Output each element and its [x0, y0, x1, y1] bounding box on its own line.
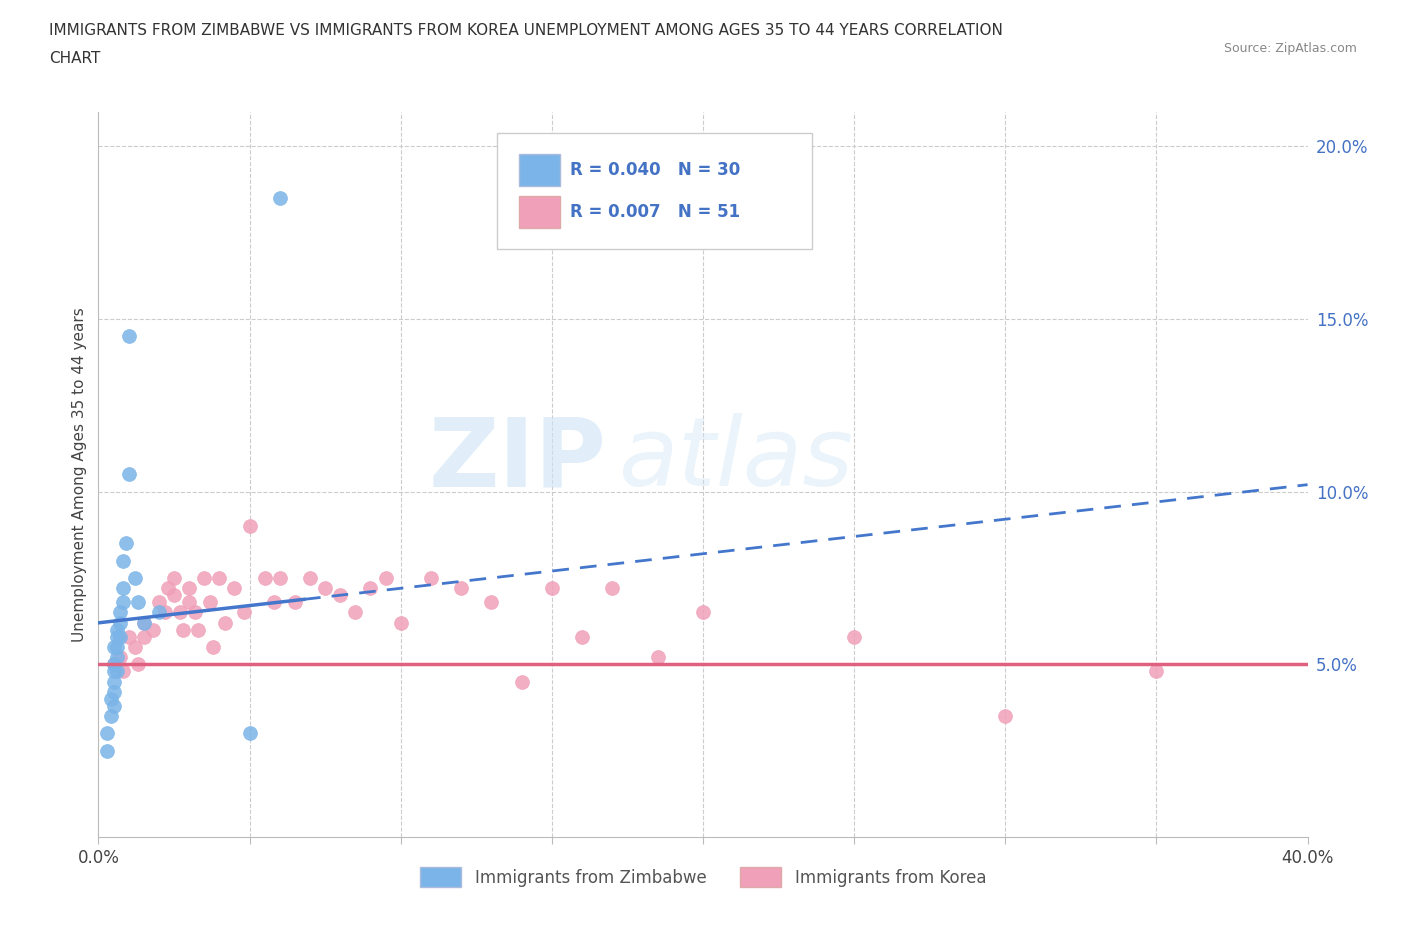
- Text: R = 0.040   N = 30: R = 0.040 N = 30: [569, 161, 740, 179]
- Point: [481, 594, 503, 609]
- Point: [114, 536, 136, 551]
- Point: [103, 664, 125, 679]
- Point: [111, 664, 134, 679]
- Point: [132, 630, 155, 644]
- Point: [105, 640, 128, 655]
- Point: [103, 657, 125, 671]
- Point: [329, 588, 352, 603]
- Text: ZIP: ZIP: [429, 413, 606, 506]
- Point: [253, 570, 276, 585]
- Point: [103, 640, 125, 655]
- Point: [96, 743, 118, 758]
- Text: IMMIGRANTS FROM ZIMBABWE VS IMMIGRANTS FROM KOREA UNEMPLOYMENT AMONG AGES 35 TO : IMMIGRANTS FROM ZIMBABWE VS IMMIGRANTS F…: [49, 23, 1002, 38]
- Point: [284, 594, 307, 609]
- Point: [103, 657, 125, 671]
- Point: [420, 570, 443, 585]
- Text: R = 0.007   N = 51: R = 0.007 N = 51: [569, 203, 740, 220]
- Point: [105, 664, 128, 679]
- Point: [105, 622, 128, 637]
- Point: [108, 616, 131, 631]
- Point: [111, 581, 134, 596]
- Point: [571, 630, 593, 644]
- Point: [103, 684, 125, 699]
- Point: [208, 570, 231, 585]
- Point: [1144, 664, 1167, 679]
- Point: [450, 581, 472, 596]
- Point: [269, 191, 291, 206]
- Point: [692, 605, 714, 620]
- Y-axis label: Unemployment Among Ages 35 to 44 years: Unemployment Among Ages 35 to 44 years: [72, 307, 87, 642]
- Point: [153, 605, 176, 620]
- Point: [163, 588, 186, 603]
- Legend: Immigrants from Zimbabwe, Immigrants from Korea: Immigrants from Zimbabwe, Immigrants fro…: [413, 860, 993, 894]
- Point: [108, 650, 131, 665]
- Point: [108, 630, 131, 644]
- Point: [111, 594, 134, 609]
- Text: atlas: atlas: [619, 413, 853, 506]
- Point: [344, 605, 367, 620]
- Point: [994, 709, 1017, 724]
- FancyBboxPatch shape: [498, 133, 811, 249]
- Point: [200, 594, 222, 609]
- Point: [360, 581, 382, 596]
- Point: [124, 570, 146, 585]
- Point: [96, 726, 118, 741]
- Point: [103, 674, 125, 689]
- Point: [224, 581, 246, 596]
- Point: [118, 467, 141, 482]
- Text: Source: ZipAtlas.com: Source: ZipAtlas.com: [1223, 42, 1357, 55]
- Point: [105, 630, 128, 644]
- Point: [263, 594, 285, 609]
- Point: [299, 570, 322, 585]
- Point: [540, 581, 562, 596]
- Point: [184, 605, 207, 620]
- FancyBboxPatch shape: [519, 195, 561, 228]
- Point: [148, 594, 170, 609]
- Point: [239, 726, 262, 741]
- Point: [172, 622, 194, 637]
- Point: [111, 553, 134, 568]
- Point: [103, 698, 125, 713]
- Point: [108, 605, 131, 620]
- FancyBboxPatch shape: [519, 153, 561, 186]
- Point: [187, 622, 209, 637]
- Point: [239, 519, 262, 534]
- Point: [127, 594, 149, 609]
- Point: [100, 691, 122, 706]
- Point: [132, 616, 155, 631]
- Text: CHART: CHART: [49, 51, 101, 66]
- Point: [142, 622, 165, 637]
- Point: [127, 657, 149, 671]
- Point: [124, 640, 146, 655]
- Point: [510, 674, 533, 689]
- Point: [202, 640, 225, 655]
- Point: [132, 616, 155, 631]
- Point: [232, 605, 254, 620]
- Point: [269, 570, 291, 585]
- Point: [193, 570, 215, 585]
- Point: [156, 581, 179, 596]
- Point: [179, 594, 201, 609]
- Point: [148, 605, 170, 620]
- Point: [179, 581, 201, 596]
- Point: [118, 328, 141, 343]
- Point: [389, 616, 412, 631]
- Point: [844, 630, 866, 644]
- Point: [214, 616, 236, 631]
- Point: [100, 709, 122, 724]
- Point: [647, 650, 669, 665]
- Point: [374, 570, 396, 585]
- Point: [163, 570, 186, 585]
- Point: [118, 630, 141, 644]
- Point: [169, 605, 191, 620]
- Point: [105, 650, 128, 665]
- Point: [602, 581, 624, 596]
- Point: [314, 581, 336, 596]
